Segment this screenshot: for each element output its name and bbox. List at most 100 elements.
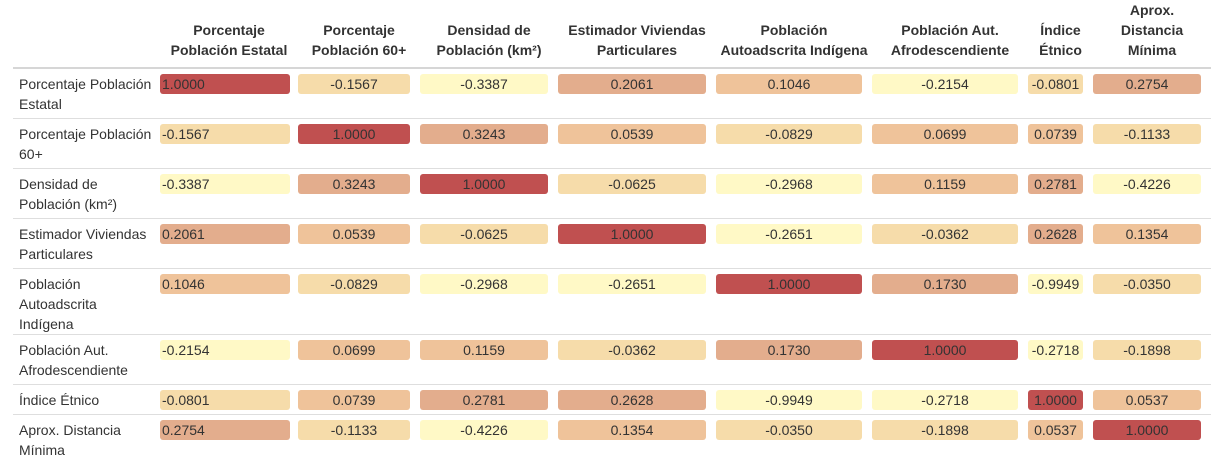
heatmap-cell: -0.0362: [872, 217, 1028, 268]
heatmap-cell: -0.1567: [298, 67, 420, 118]
header-row: Porcentaje Población Estatal Porcentaje P…: [13, 0, 1211, 69]
heatmap-cell-value: 0.2754: [160, 419, 290, 440]
heatmap-cell: 0.1046: [160, 267, 298, 334]
heatmap-cell-value: -0.1133: [1093, 123, 1201, 144]
table-row: Estimador Viviendas Particulares 0.2061 0.…: [13, 217, 1211, 268]
heatmap-cell: 0.2061: [558, 67, 716, 118]
table-row: Índice Étnico -0.0801 0.0739 0.2781 0.2628 -0…: [13, 383, 1211, 414]
heatmap-cell: -0.0625: [420, 217, 558, 268]
heatmap-cell-value: -0.2968: [420, 273, 548, 294]
heatmap-cell: 1.0000: [298, 117, 420, 168]
heatmap-cell-value: 0.2628: [558, 389, 706, 410]
heatmap-cell: 0.3243: [298, 167, 420, 218]
heatmap-cell: -0.2968: [716, 167, 872, 218]
heatmap-cell-value: 1.0000: [1093, 419, 1201, 440]
corner-cell: [13, 0, 160, 69]
column-header[interactable]: Aprox. Distancia Mínima: [1093, 0, 1211, 69]
row-label: Densidad de Población (km²): [13, 167, 160, 218]
heatmap-cell: 0.0537: [1093, 383, 1211, 414]
heatmap-cell-value: 0.0739: [1028, 123, 1083, 144]
heatmap-cell: 0.1354: [558, 413, 716, 464]
column-header[interactable]: Índice Étnico: [1028, 0, 1093, 69]
heatmap-cell-value: 0.1354: [558, 419, 706, 440]
heatmap-cell-value: -0.0625: [420, 223, 548, 244]
heatmap-cell-value: -0.4226: [420, 419, 548, 440]
heatmap-cell: -0.4226: [1093, 167, 1211, 218]
heatmap-cell: -0.9949: [716, 383, 872, 414]
row-label: Población Aut. Afrodescendiente: [13, 333, 160, 384]
heatmap-cell-value: 1.0000: [872, 339, 1018, 360]
heatmap-cell-value: -0.2968: [716, 173, 862, 194]
column-header[interactable]: Población Autoadscrita Indígena: [716, 0, 872, 69]
heatmap-cell-value: 0.0537: [1028, 419, 1083, 440]
heatmap-cell: -0.2651: [716, 217, 872, 268]
heatmap-cell: -0.1133: [1093, 117, 1211, 168]
heatmap-cell-value: -0.1898: [1093, 339, 1201, 360]
heatmap-cell: -0.3387: [420, 67, 558, 118]
heatmap-cell: -0.2718: [1028, 333, 1093, 384]
heatmap-cell-value: 0.0699: [872, 123, 1018, 144]
heatmap-cell-value: -0.2651: [558, 273, 706, 294]
heatmap-cell: 1.0000: [558, 217, 716, 268]
heatmap-cell: 0.1730: [872, 267, 1028, 334]
heatmap-cell-value: -0.0829: [716, 123, 862, 144]
heatmap-cell: -0.4226: [420, 413, 558, 464]
heatmap-cell: 0.1730: [716, 333, 872, 384]
heatmap-cell-value: 0.1159: [872, 173, 1018, 194]
heatmap-cell: 1.0000: [716, 267, 872, 334]
heatmap-cell-value: 0.1046: [160, 273, 290, 294]
heatmap-cell-value: -0.0362: [558, 339, 706, 360]
heatmap-cell-value: -0.0350: [716, 419, 862, 440]
heatmap-cell-value: -0.1567: [160, 123, 290, 144]
heatmap-cell-value: 1.0000: [298, 123, 410, 144]
heatmap-cell-value: 0.2061: [558, 74, 706, 94]
heatmap-cell: 1.0000: [872, 333, 1028, 384]
heatmap-cell-value: 1.0000: [716, 273, 862, 294]
heatmap-cell-value: -0.3387: [160, 173, 290, 194]
heatmap-cell: -0.0829: [716, 117, 872, 168]
heatmap-cell: -0.2154: [872, 67, 1028, 118]
heatmap-cell-value: -0.3387: [420, 74, 548, 94]
heatmap-cell-value: -0.2651: [716, 223, 862, 244]
heatmap-cell-value: 0.1730: [872, 273, 1018, 294]
heatmap-cell-value: -0.1567: [298, 74, 410, 94]
heatmap-cell: -0.2154: [160, 333, 298, 384]
heatmap-cell: 0.2061: [160, 217, 298, 268]
heatmap-cell: 0.0739: [1028, 117, 1093, 168]
heatmap-cell-value: 0.3243: [298, 173, 410, 194]
heatmap-cell: 0.1046: [716, 67, 872, 118]
heatmap-cell: 0.1354: [1093, 217, 1211, 268]
heatmap-cell-value: 0.2754: [1093, 74, 1201, 94]
row-label: Aprox. Distancia Mínima: [13, 413, 160, 464]
column-header[interactable]: Porcentaje Población Estatal: [160, 0, 298, 69]
heatmap-cell-value: -0.1898: [872, 419, 1018, 440]
heatmap-cell-value: -0.2154: [160, 339, 290, 360]
row-label: Porcentaje Población 60+: [13, 117, 160, 168]
heatmap-cell-value: -0.9949: [716, 389, 862, 410]
heatmap-cell-value: 0.2781: [1028, 173, 1083, 194]
heatmap-cell-value: -0.9949: [1028, 273, 1083, 294]
heatmap-cell: -0.1567: [160, 117, 298, 168]
heatmap-cell-value: -0.2718: [872, 389, 1018, 410]
column-header[interactable]: Estimador Viviendas Particulares: [558, 0, 716, 69]
heatmap-cell: -0.2968: [420, 267, 558, 334]
heatmap-cell-value: 1.0000: [420, 173, 548, 194]
heatmap-cell-value: -0.0829: [298, 273, 410, 294]
heatmap-cell: 0.0537: [1028, 413, 1093, 464]
heatmap-cell-value: 0.2781: [420, 389, 548, 410]
heatmap-cell-value: -0.0362: [872, 223, 1018, 244]
heatmap-cell-value: -0.0350: [1093, 273, 1201, 294]
column-header[interactable]: Población Aut. Afrodescendiente: [872, 0, 1028, 69]
heatmap-cell: -0.9949: [1028, 267, 1093, 334]
heatmap-cell: 1.0000: [1028, 383, 1093, 414]
column-header[interactable]: Densidad de Población (km²): [420, 0, 558, 69]
row-label: Porcentaje Población Estatal: [13, 67, 160, 118]
heatmap-cell-value: 1.0000: [1028, 389, 1083, 410]
table-row: Porcentaje Población Estatal 1.0000 -0.156…: [13, 67, 1211, 118]
heatmap-cell: 0.0739: [298, 383, 420, 414]
heatmap-cell: -0.1133: [298, 413, 420, 464]
heatmap-cell: -0.0625: [558, 167, 716, 218]
table-row: Porcentaje Población 60+ -0.1567 1.0000 0.3…: [13, 117, 1211, 168]
column-header[interactable]: Porcentaje Población 60+: [298, 0, 420, 69]
heatmap-cell-value: 0.0699: [298, 339, 410, 360]
